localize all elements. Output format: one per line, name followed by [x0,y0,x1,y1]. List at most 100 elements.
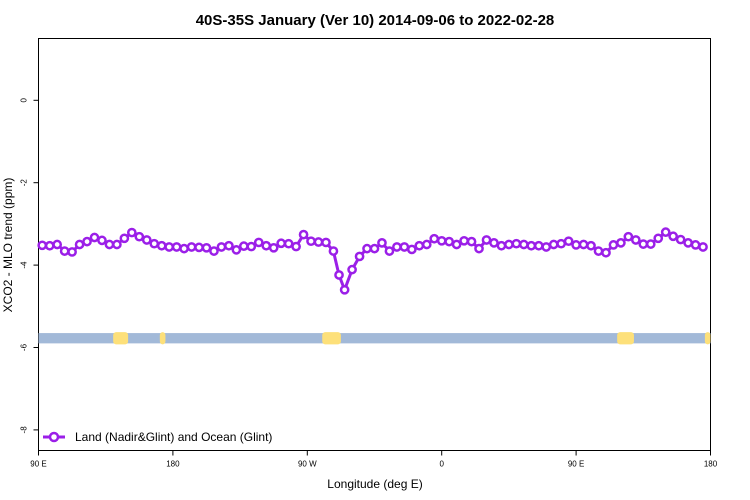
data-point [511,238,522,249]
x-tick-label: 90 E [30,460,46,469]
land-patch-1 [159,332,166,345]
data-point [683,238,693,248]
x-tick-label: 180 [166,460,180,469]
data-point [209,246,219,256]
data-point [630,235,641,245]
data-point [164,242,175,252]
data-point [466,236,477,247]
data-point [571,240,581,250]
data-point [690,240,701,250]
data-point [556,238,567,249]
data-point [384,246,395,256]
data-point [586,240,596,251]
data-point [698,242,708,252]
land-patch-4 [704,332,711,345]
data-point [149,238,160,249]
data-point [246,241,257,252]
x-axis-label: Longitude (deg E) [327,477,422,491]
data-point [459,235,469,246]
data-point [354,251,365,262]
x-tick-label: 90 E [568,460,584,469]
x-axis: 90 E 180 90 W 0 90 E 180 [30,450,718,469]
data-point [339,284,350,295]
data-point [481,235,492,245]
data-point [37,240,48,251]
data-point [141,235,152,245]
data-point [186,242,197,252]
data-point [377,238,387,248]
data-point [283,238,294,249]
data-point [638,239,649,249]
y-tick-label: -4 [20,261,29,269]
data-point [334,270,344,280]
data-point [171,242,182,252]
data-point [362,243,372,254]
legend-label: Land (Nadir&Glint) and Ocean (Glint) [75,430,272,444]
y-tick-label: 0 [20,98,29,103]
land-ocean-strip [38,332,711,345]
data-point [496,240,507,251]
land-patch-2 [322,332,341,345]
data-point [444,236,455,247]
data-point [89,232,100,243]
data-point [321,237,331,248]
data-point [675,234,686,245]
data-point [156,240,167,251]
data-point [563,236,574,247]
data-point [660,227,671,237]
ocean-band [38,333,711,344]
data-point [82,236,92,247]
data-point [653,233,664,244]
data-point [429,233,440,244]
data-point [451,239,462,250]
data-point [194,242,204,253]
data-point [436,235,447,246]
series-layer [37,227,708,295]
data-point [489,238,499,248]
x-tick-label: 0 [439,460,444,469]
data-point [67,247,77,257]
data-point [238,241,249,251]
data-point [593,246,604,256]
data-point [126,227,137,238]
data-point [224,240,234,251]
data-point [216,242,227,252]
data-point [276,238,287,249]
data-point [179,243,189,254]
data-point [645,239,656,249]
land-patch-0 [113,332,129,345]
y-tick-label: -6 [20,343,29,351]
data-point [623,231,634,242]
data-point [526,240,537,251]
data-point [306,236,316,247]
data-point [668,231,679,242]
data-point [328,246,339,256]
x-tick-label: 180 [704,460,718,469]
data-point [313,237,324,247]
data-point [406,244,417,255]
data-point [414,240,425,251]
data-point [134,231,145,242]
data-point [421,239,432,250]
data-point [253,237,264,248]
data-point [231,245,242,255]
y-tick-label: -2 [20,179,29,187]
chart-title: 40S-35S January (Ver 10) 2014-09-06 to 2… [196,12,555,29]
data-point [504,239,514,250]
data-point [347,264,357,275]
land-patch-3 [617,332,634,345]
data-point [518,239,529,250]
data-point [541,242,552,252]
data-point [97,235,107,246]
data-point [601,247,611,258]
data-point [616,238,626,248]
legend: Land (Nadir&Glint) and Ocean (Glint) [43,430,272,444]
data-point [119,233,130,244]
data-point [59,246,70,256]
data-point [44,240,55,251]
x-tick-label: 90 W [298,460,317,469]
data-point [548,239,559,250]
y-axis: 0 -2 -4 -6 -8 [20,98,39,433]
data-point [369,243,380,254]
